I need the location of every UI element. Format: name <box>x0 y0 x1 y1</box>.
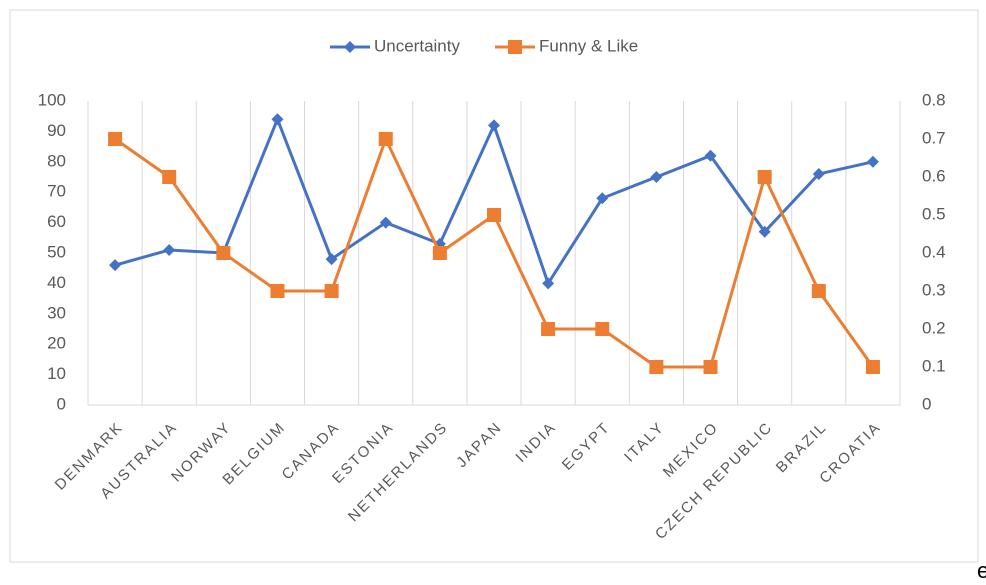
point <box>271 113 284 126</box>
y-tick-label: 60 <box>47 212 66 231</box>
legend-marker <box>508 40 522 54</box>
point <box>866 155 879 168</box>
point <box>596 192 609 205</box>
y2-tick-label: 0.4 <box>922 242 946 261</box>
y-tick-label: 20 <box>47 334 66 353</box>
y-tick-label: 100 <box>38 90 66 109</box>
point <box>488 119 500 132</box>
point <box>757 170 772 184</box>
y-tick-label: 40 <box>47 273 66 292</box>
y2-tick-label: 0 <box>922 394 931 413</box>
point <box>379 216 392 229</box>
point <box>109 259 122 272</box>
y-tick-label: 30 <box>47 303 66 322</box>
legend-label: Funny & Like <box>539 36 638 55</box>
y-tick-label: 80 <box>47 151 66 170</box>
point <box>703 360 718 374</box>
y2-tick-label: 0.7 <box>922 128 946 147</box>
y2-tick-label: 0.8 <box>922 90 946 109</box>
point <box>704 149 717 162</box>
point <box>649 360 664 374</box>
point <box>812 167 825 180</box>
trailing-text: e <box>977 558 986 583</box>
y2-tick-label: 0.1 <box>922 356 946 375</box>
y-tick-label: 70 <box>47 182 66 201</box>
y-tick-label: 0 <box>57 394 66 413</box>
point <box>324 284 339 298</box>
y-tick-label: 50 <box>47 242 66 261</box>
y2-tick-label: 0.6 <box>922 166 946 185</box>
point <box>162 170 177 184</box>
legend-label: Uncertainty <box>374 36 460 55</box>
point <box>325 253 338 266</box>
y2-tick-label: 0.5 <box>922 204 946 223</box>
y2-tick-label: 0.3 <box>922 280 946 299</box>
point <box>108 132 123 146</box>
point <box>432 246 447 260</box>
point <box>758 225 771 238</box>
point <box>163 243 176 256</box>
y-tick-label: 90 <box>47 121 66 140</box>
y-tick-label: 10 <box>47 364 66 383</box>
y2-tick-label: 0.2 <box>922 318 946 337</box>
point <box>542 277 555 290</box>
point <box>811 284 826 298</box>
point <box>487 208 501 222</box>
point <box>595 322 610 336</box>
point <box>541 322 556 336</box>
point <box>865 360 880 374</box>
point <box>378 132 393 146</box>
point <box>270 284 285 298</box>
point <box>216 246 231 260</box>
point <box>650 171 663 183</box>
legend-marker <box>344 41 356 53</box>
